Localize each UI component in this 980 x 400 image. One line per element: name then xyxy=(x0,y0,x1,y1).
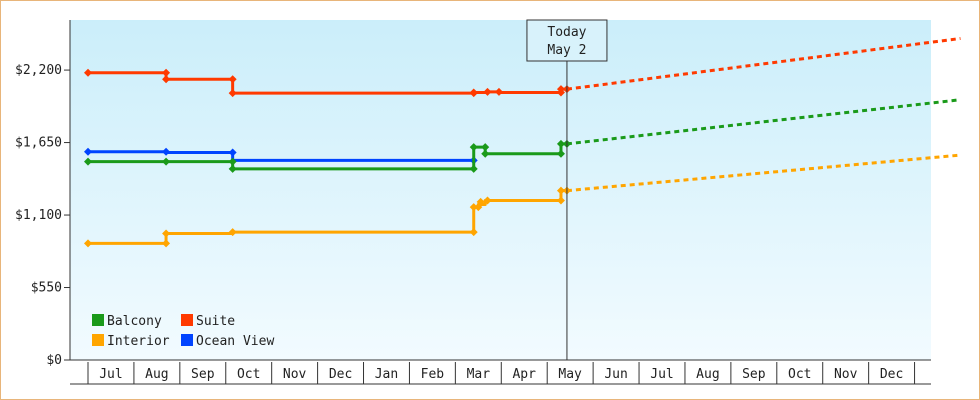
series-point xyxy=(469,143,478,152)
series-point xyxy=(162,147,171,156)
series-point xyxy=(162,239,171,248)
y-tick-label: $1,100 xyxy=(15,208,62,223)
series-point xyxy=(483,196,492,205)
legend-item: Balcony xyxy=(92,314,162,329)
x-tick-label: Nov xyxy=(834,367,858,382)
x-axis-months: Jul Aug Sep Oct Nov Dec Jan Feb Mar Apr May Jun Jul A… xyxy=(70,362,931,385)
series-point xyxy=(469,228,478,237)
x-tick-label: Jan xyxy=(375,367,398,382)
legend-item: Ocean View xyxy=(181,334,274,349)
x-tick-label: Dec xyxy=(329,367,352,382)
series-point xyxy=(162,68,171,77)
today-label: Today xyxy=(547,25,586,40)
x-tick-label: May xyxy=(558,367,582,382)
series-point xyxy=(228,89,237,98)
series-point xyxy=(469,88,478,97)
legend-swatch xyxy=(92,334,104,346)
y-axis-ticks: $0 $550 $1,100 $1,650 $2,200 xyxy=(15,63,70,368)
series-ocean-view xyxy=(84,147,478,165)
series-point xyxy=(228,148,237,157)
x-tick-label: Feb xyxy=(421,367,445,382)
legend-swatch xyxy=(181,334,193,346)
series-point xyxy=(162,157,171,166)
series-point xyxy=(494,87,503,96)
series-point xyxy=(469,203,478,212)
series-point xyxy=(556,196,565,205)
series-history-line xyxy=(88,71,567,95)
series-point xyxy=(481,143,490,152)
series-suite xyxy=(84,36,961,98)
series-layer xyxy=(84,36,961,248)
legend-label: Suite xyxy=(196,314,235,329)
series-point xyxy=(84,157,92,166)
plot-background xyxy=(70,20,931,360)
series-point xyxy=(556,139,565,148)
series-point xyxy=(556,186,565,195)
legend-label: Ocean View xyxy=(196,334,274,349)
series-interior xyxy=(84,153,961,248)
series-point xyxy=(483,87,492,96)
x-tick-label: Aug xyxy=(145,367,168,382)
series-point xyxy=(84,239,92,248)
x-tick-label: Aug xyxy=(696,367,719,382)
series-point xyxy=(162,229,171,238)
x-tick-label: Sep xyxy=(742,367,766,382)
legend: Balcony Suite Interior Ocean View xyxy=(92,314,274,349)
series-point xyxy=(84,68,92,77)
x-tick-label: Apr xyxy=(512,367,536,382)
axes xyxy=(69,20,931,361)
x-tick-label: Nov xyxy=(283,367,307,382)
series-forecast-line xyxy=(566,98,961,146)
series-point xyxy=(162,75,171,84)
series-point xyxy=(228,228,237,237)
legend-item: Interior xyxy=(92,334,170,349)
x-tick-label: Oct xyxy=(237,367,260,382)
series-point xyxy=(556,85,565,94)
x-tick-label: Sep xyxy=(191,367,215,382)
today-label-box xyxy=(526,19,608,62)
series-point xyxy=(469,164,478,173)
y-tick-label: $550 xyxy=(31,281,62,296)
y-tick-label: $1,650 xyxy=(15,136,62,151)
legend-label: Interior xyxy=(107,334,170,349)
y-tick-label: $0 xyxy=(46,353,62,368)
today-date: May 2 xyxy=(547,43,586,58)
series-history-line xyxy=(88,150,474,162)
x-tick-label: Jul xyxy=(99,367,122,382)
x-tick-label: Jul xyxy=(650,367,673,382)
series-forecast-line xyxy=(566,153,961,193)
today-marker: Today May 2 xyxy=(526,19,608,360)
series-point xyxy=(476,197,485,206)
series-point xyxy=(84,147,92,156)
series-point xyxy=(228,157,237,166)
legend-label: Balcony xyxy=(107,314,162,329)
legend-item: Suite xyxy=(181,314,235,329)
y-tick-label: $2,200 xyxy=(15,63,62,78)
legend-swatch xyxy=(181,314,193,326)
x-tick-label: Mar xyxy=(467,367,491,382)
x-tick-label: Jun xyxy=(604,367,627,382)
legend-swatch xyxy=(92,314,104,326)
series-point xyxy=(556,149,565,158)
x-tick-label: Oct xyxy=(788,367,811,382)
series-point xyxy=(228,164,237,173)
series-point xyxy=(228,75,237,84)
series-forecast-line xyxy=(566,36,961,91)
x-tick-label: Dec xyxy=(880,367,903,382)
series-point xyxy=(481,149,490,158)
series-balcony xyxy=(84,98,961,173)
